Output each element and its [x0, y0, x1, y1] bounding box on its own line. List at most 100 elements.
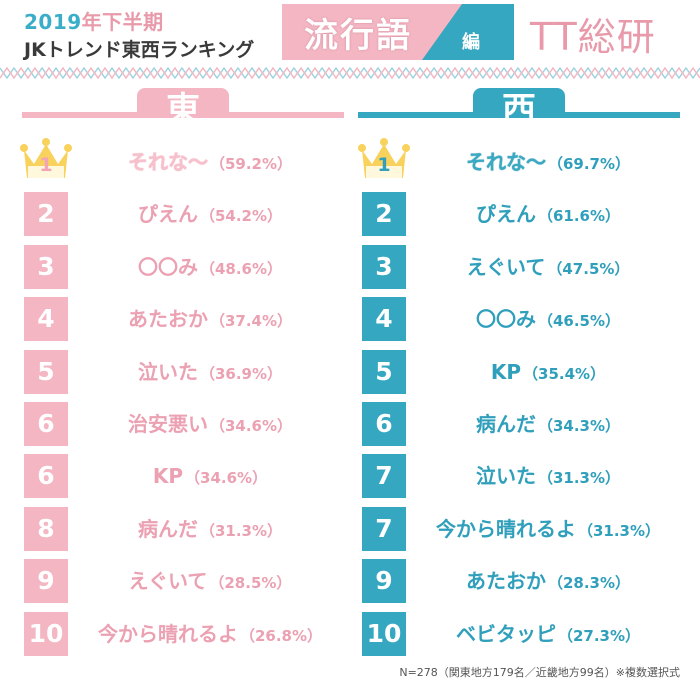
slang-word: あたおか — [127, 307, 208, 332]
rank-number: 3 — [24, 244, 68, 289]
ranking-row: 4 あたおか （37.4%） — [24, 297, 344, 349]
year-period: 年下半期 — [81, 10, 164, 34]
rank-number: 10 — [362, 611, 406, 656]
west-heading: 西 — [358, 88, 680, 130]
ranking-entry: 今から晴れるよ （26.8%） — [76, 612, 344, 656]
ranking-row: 7 今から晴れるよ （31.3%） — [362, 506, 682, 559]
ranking-entry: 今から晴れるよ （31.3%） — [414, 507, 682, 551]
ranking-row: 5 KP （35.4%） — [362, 349, 682, 402]
vote-percentage: （61.6%） — [537, 207, 621, 226]
ranking-entry: 病んだ （31.3%） — [76, 507, 344, 551]
vote-percentage: （31.3%） — [199, 521, 283, 540]
rank-number: 5 — [24, 349, 68, 394]
rank-number: 8 — [24, 506, 68, 551]
rank-number: 2 — [24, 192, 68, 237]
category-banner: 流行語 編 — [282, 4, 514, 60]
ranking-row: 9 えぐいて （28.5%） — [24, 559, 344, 611]
vote-percentage: （34.6%） — [209, 417, 293, 435]
vote-percentage: （34.6%） — [185, 469, 268, 488]
slang-word: ベビタッピ — [455, 621, 556, 646]
ranking-row: 1 それな〜 （59.2%） — [20, 138, 344, 192]
ranking-entry: 泣いた （36.9%） — [76, 350, 344, 394]
east-heading-label: 東 — [166, 90, 200, 130]
slang-word: それな〜 — [465, 150, 546, 174]
survey-footnote: N=278（関東地方179名／近畿地方99名）※複数選択式 — [399, 666, 680, 679]
ranking-entry: えぐいて （28.5%） — [76, 559, 344, 603]
ranking-entry: ぴえん （54.2%） — [76, 192, 344, 236]
ranking-row: 2 ぴえん （54.2%） — [24, 192, 344, 244]
vote-percentage: （69.7%） — [547, 155, 631, 173]
vote-percentage: （31.3%） — [577, 521, 661, 540]
slang-word: 〇〇み — [475, 307, 536, 332]
slang-word: ぴえん — [475, 202, 536, 227]
ranking-row: 10 今から晴れるよ （26.8%） — [24, 611, 344, 664]
ranking-row: 4 〇〇み （46.5%） — [362, 297, 682, 349]
vote-percentage: （28.5%） — [209, 574, 292, 593]
vote-percentage: （54.2%） — [199, 207, 283, 226]
slang-word: ぴえん — [137, 202, 198, 227]
rank-number: 2 — [362, 192, 406, 237]
slang-word: 泣いた — [475, 464, 536, 489]
rank-number: 5 — [362, 349, 406, 394]
slang-word: 病んだ — [137, 516, 198, 541]
east-heading-tab: 東 — [137, 88, 229, 130]
ranking-row: 5 泣いた （36.9%） — [24, 349, 344, 402]
ranking-row: 7 泣いた （31.3%） — [362, 454, 682, 506]
rank-number: 4 — [24, 297, 68, 342]
vote-percentage: （34.3%） — [537, 417, 621, 435]
vote-percentage: （28.3%） — [547, 574, 631, 593]
slang-word: KP — [490, 359, 522, 384]
ranking-entry: 〇〇み （46.5%） — [414, 297, 682, 341]
ranking-subtitle: JKトレンド東西ランキング — [24, 39, 255, 61]
slang-word: 〇〇み — [137, 254, 198, 279]
ranking-row: 1 それな〜 （69.7%） — [358, 138, 682, 192]
ranking-entry: それな〜 （59.2%） — [76, 140, 344, 184]
vote-percentage: （27.3%） — [557, 626, 641, 645]
slang-word: 今から晴れるよ — [435, 516, 576, 541]
ranking-entry: それな〜 （69.7%） — [414, 140, 682, 184]
rank-number: 6 — [24, 454, 68, 499]
ranking-entry: KP （35.4%） — [414, 350, 682, 394]
vote-percentage: （36.9%） — [199, 364, 283, 383]
ranking-entry: KP （34.6%） — [76, 454, 344, 498]
vote-percentage: （31.3%） — [537, 469, 621, 488]
crown-icon: 1 — [18, 136, 74, 184]
ranking-row: 6 KP （34.6%） — [24, 454, 344, 506]
ranking-entry: ぴえん （61.6%） — [414, 192, 682, 236]
ranking-entry: あたおか （37.4%） — [76, 297, 344, 341]
ranking-entry: 〇〇み （48.6%） — [76, 245, 344, 289]
zigzag-divider — [0, 66, 700, 80]
rank-number: 9 — [24, 559, 68, 604]
banner-title: 流行語 — [304, 16, 412, 56]
ranking-entry: ベビタッピ （27.3%） — [414, 612, 682, 656]
ranking-entry: えぐいて （47.5%） — [414, 245, 682, 289]
vote-percentage: （59.2%） — [209, 155, 293, 173]
ranking-entry: 泣いた （31.3%） — [414, 454, 682, 498]
vote-percentage: （26.8%） — [239, 626, 323, 645]
banner-suffix: 編 — [462, 32, 480, 53]
ranking-entry: あたおか （28.3%） — [414, 559, 682, 603]
ranking-row: 6 病んだ （34.3%） — [362, 402, 682, 454]
vote-percentage: （35.4%） — [523, 364, 606, 383]
slang-word: あたおか — [465, 569, 546, 594]
ranking-row: 8 病んだ （31.3%） — [24, 506, 344, 559]
west-heading-label: 西 — [502, 90, 536, 130]
year-title: 2019年下半期 — [24, 6, 164, 35]
rank-number: 1 — [39, 154, 53, 176]
year-number: 2019 — [24, 10, 82, 34]
vote-percentage: （48.6%） — [199, 259, 283, 278]
slang-word: 今から晴れるよ — [97, 621, 238, 646]
ranking-row: 9 あたおか （28.3%） — [362, 559, 682, 611]
vote-percentage: （46.5%） — [537, 312, 621, 331]
west-heading-tab: 西 — [473, 88, 565, 130]
rank-number: 7 — [362, 454, 406, 499]
slang-word: 病んだ — [475, 412, 536, 436]
ranking-row: 3 〇〇み （48.6%） — [24, 244, 344, 297]
slang-word: えぐいて — [128, 569, 208, 594]
banner-background — [282, 4, 514, 60]
ranking-row: 3 えぐいて （47.5%） — [362, 244, 682, 297]
slang-word: 泣いた — [137, 359, 198, 384]
slang-word: それな〜 — [127, 150, 208, 174]
rank-number: 6 — [362, 402, 406, 446]
ranking-row: 2 ぴえん （61.6%） — [362, 192, 682, 244]
